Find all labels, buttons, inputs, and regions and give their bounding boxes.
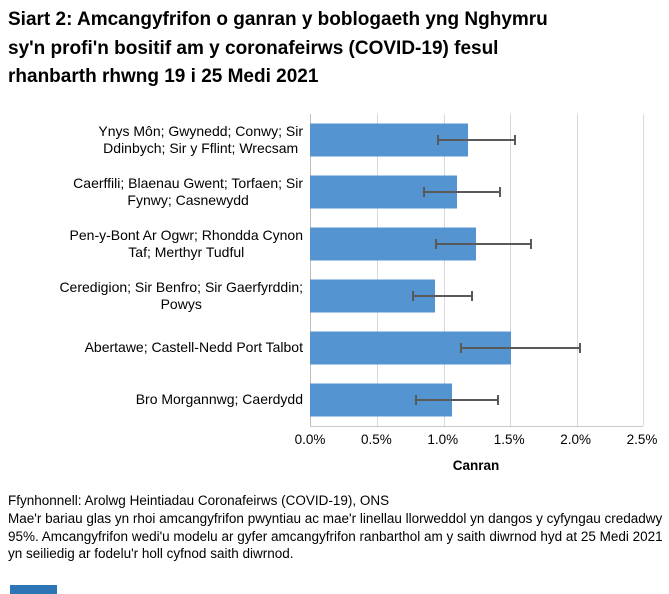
plot-cell bbox=[310, 218, 642, 270]
gridline bbox=[377, 114, 379, 426]
chart-row: Bro Morgannwg; Caerdydd bbox=[8, 374, 642, 426]
bar-chart: Ynys Môn; Gwynedd; Conwy; Sir Ddinbych; … bbox=[8, 114, 644, 427]
error-bar bbox=[434, 239, 532, 249]
x-tick-label: 2.0% bbox=[560, 432, 591, 447]
gridline bbox=[510, 114, 512, 426]
error-bar bbox=[412, 291, 474, 301]
error-bar bbox=[437, 135, 517, 145]
x-tick-label: 1.0% bbox=[427, 432, 459, 447]
plot-area-gridlines bbox=[310, 114, 644, 427]
chart-row: Abertawe; Castell-Nedd Port Talbot bbox=[8, 322, 642, 374]
chart-row: Ynys Môn; Gwynedd; Conwy; Sir Ddinbych; … bbox=[8, 114, 642, 166]
category-label: Ceredigion; Sir Benfro; Sir Gaerfyrddin;… bbox=[59, 278, 303, 313]
error-bar bbox=[460, 343, 581, 353]
x-tick-label: 0.0% bbox=[294, 432, 326, 447]
category-label: Caerffili; Blaenau Gwent; Torfaen; Sir F… bbox=[73, 174, 303, 209]
category-cell: Bro Morgannwg; Caerdydd bbox=[8, 391, 310, 409]
category-label: Abertawe; Castell-Nedd Port Talbot bbox=[84, 339, 303, 356]
x-tick-label: 1.5% bbox=[493, 432, 525, 447]
plot-rows: Ynys Môn; Gwynedd; Conwy; Sir Ddinbych; … bbox=[8, 114, 642, 426]
x-tick-label: 2.5% bbox=[626, 432, 658, 447]
plot-cell bbox=[310, 374, 642, 426]
x-axis-title: Canran bbox=[452, 458, 500, 473]
chart-footer: Ffynhonnell: Arolwg Heintiadau Coronafei… bbox=[8, 492, 664, 563]
error-bar bbox=[414, 395, 499, 405]
category-cell: Caerffili; Blaenau Gwent; Torfaen; Sir F… bbox=[8, 175, 310, 210]
category-cell: Ynys Môn; Gwynedd; Conwy; Sir Ddinbych; … bbox=[8, 123, 310, 158]
note-text: Mae'r bariau glas yn rhoi amcangyfrifon … bbox=[8, 510, 663, 562]
category-label: Bro Morgannwg; Caerdydd bbox=[135, 391, 303, 408]
gridline bbox=[576, 114, 578, 426]
x-axis-tick-labels: 0.0% 0.5% 1.0% 1.5% 2.0% 2.5% bbox=[295, 432, 658, 450]
source-text: Ffynhonnell: Arolwg Heintiadau Coronafei… bbox=[8, 493, 390, 508]
category-cell: Ceredigion; Sir Benfro; Sir Gaerfyrddin;… bbox=[8, 279, 310, 314]
plot-cell bbox=[310, 270, 642, 322]
gridline bbox=[643, 114, 644, 426]
chart-row: Ceredigion; Sir Benfro; Sir Gaerfyrddin;… bbox=[8, 270, 642, 322]
plot-cell bbox=[310, 114, 642, 166]
chart-row: Pen-y-Bont Ar Ogwr; Rhondda Cynon Taf; M… bbox=[8, 218, 642, 270]
plot-cell bbox=[310, 166, 642, 218]
x-tick-label: 0.5% bbox=[361, 432, 392, 447]
chart-title: Siart 2: Amcangyfrifon o ganran y boblog… bbox=[8, 9, 548, 87]
clipped-blue-element bbox=[10, 585, 57, 594]
category-cell: Pen-y-Bont Ar Ogwr; Rhondda Cynon Taf; M… bbox=[8, 227, 310, 262]
category-cell: Abertawe; Castell-Nedd Port Talbot bbox=[8, 339, 310, 357]
plot-cell bbox=[310, 322, 642, 374]
gridline bbox=[443, 114, 445, 426]
category-label: Pen-y-Bont Ar Ogwr; Rhondda Cynon Taf; M… bbox=[69, 226, 303, 261]
category-label: Ynys Môn; Gwynedd; Conwy; Sir Ddinbych; … bbox=[98, 122, 303, 157]
chart-row: Caerffili; Blaenau Gwent; Torfaen; Sir F… bbox=[8, 166, 642, 218]
error-bar bbox=[422, 187, 502, 197]
